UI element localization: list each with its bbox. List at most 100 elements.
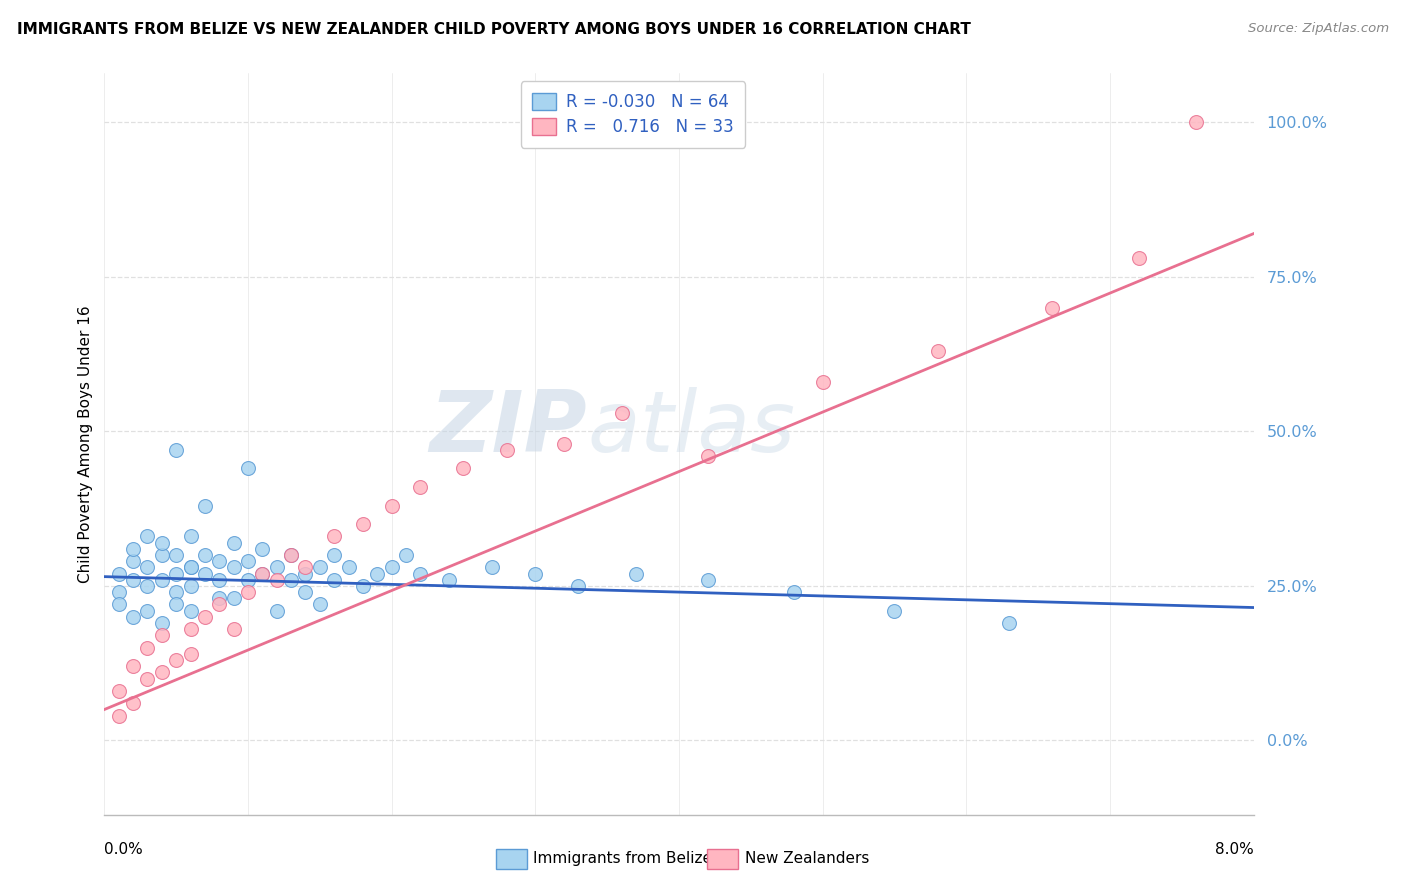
Point [136,579,159,593]
Point [624,566,647,581]
Point [236,585,259,599]
Point [122,696,145,710]
Text: IMMIGRANTS FROM BELIZE VS NEW ZEALANDER CHILD POVERTY AMONG BOYS UNDER 16 CORREL: IMMIGRANTS FROM BELIZE VS NEW ZEALANDER … [17,22,970,37]
Point [1128,252,1150,266]
Point [453,461,475,475]
Point [236,573,259,587]
Point [280,548,302,562]
Point [696,449,718,463]
Point [266,604,288,618]
Point [294,566,316,581]
Point [323,548,346,562]
Point [194,609,217,624]
Point [236,554,259,568]
Point [165,598,187,612]
Point [150,628,173,642]
Point [280,573,302,587]
Point [180,622,202,636]
Text: atlas: atlas [588,387,794,470]
Point [352,579,374,593]
Point [323,573,346,587]
Point [150,573,173,587]
Point [524,566,547,581]
Point [180,604,202,618]
Point [553,436,575,450]
Point [294,585,316,599]
Point [107,684,129,698]
Point [122,573,145,587]
Point [136,529,159,543]
Point [136,672,159,686]
Point [437,573,460,587]
Point [180,647,202,661]
Point [1185,115,1208,129]
Point [150,548,173,562]
Point [208,598,231,612]
Point [222,560,245,574]
Point [107,585,129,599]
Point [252,566,274,581]
Point [208,554,231,568]
Point [927,344,949,359]
Point [696,573,718,587]
Point [194,566,217,581]
Point [481,560,503,574]
Text: 0.0%: 0.0% [104,842,143,856]
Point [409,566,432,581]
Y-axis label: Child Poverty Among Boys Under 16: Child Poverty Among Boys Under 16 [79,305,93,582]
Point [783,585,806,599]
Point [122,659,145,673]
Point [107,598,129,612]
Point [883,604,905,618]
Point [266,573,288,587]
Point [495,442,517,457]
Point [610,406,633,420]
Text: Source: ZipAtlas.com: Source: ZipAtlas.com [1249,22,1389,36]
Point [236,461,259,475]
Point [252,541,274,556]
Point [150,535,173,549]
Point [150,665,173,680]
Point [180,579,202,593]
Point [294,560,316,574]
Point [1042,301,1064,315]
Point [266,560,288,574]
Point [811,375,834,389]
Point [122,541,145,556]
Point [308,560,330,574]
Point [208,591,231,606]
Point [366,566,388,581]
Text: Immigrants from Belize: Immigrants from Belize [533,852,711,866]
Point [252,566,274,581]
Point [150,615,173,630]
Point [122,554,145,568]
Point [395,548,418,562]
Point [136,640,159,655]
Point [180,560,202,574]
Point [352,517,374,532]
Legend: R = -0.030   N = 64, R =   0.716   N = 33: R = -0.030 N = 64, R = 0.716 N = 33 [520,81,745,148]
Point [122,609,145,624]
Point [194,548,217,562]
Point [165,566,187,581]
Text: 8.0%: 8.0% [1215,842,1254,856]
Point [165,548,187,562]
Point [180,529,202,543]
Point [308,598,330,612]
Point [280,548,302,562]
Point [180,560,202,574]
Point [222,535,245,549]
Point [222,622,245,636]
Point [136,560,159,574]
Point [409,480,432,494]
Text: ZIP: ZIP [429,387,588,470]
Point [998,615,1021,630]
Point [208,573,231,587]
Point [381,560,404,574]
Point [222,591,245,606]
Point [165,653,187,667]
Point [567,579,589,593]
Point [136,604,159,618]
Point [323,529,346,543]
Point [165,585,187,599]
